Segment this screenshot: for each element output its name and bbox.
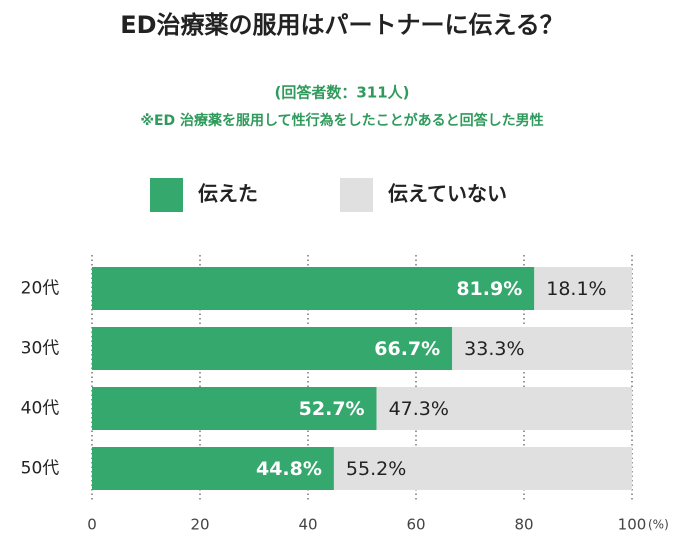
legend-label: 伝えた bbox=[198, 182, 258, 206]
legend-swatch bbox=[150, 178, 183, 212]
chart-note: ※ED 治療薬を服用して性行為をしたことがあると回答した男性 bbox=[140, 112, 543, 129]
value-label: 55.2% bbox=[346, 458, 406, 480]
x-tick-label: 60 bbox=[406, 516, 425, 534]
value-label: 81.9% bbox=[456, 278, 522, 300]
value-label: 52.7% bbox=[299, 398, 365, 420]
legend-label: 伝えていない bbox=[388, 182, 507, 206]
value-label: 18.1% bbox=[546, 278, 606, 300]
legend-swatch bbox=[340, 178, 373, 212]
chart-title: ED治療薬の服用はパートナーに伝える？ bbox=[120, 11, 564, 39]
x-tick-label: 40 bbox=[298, 516, 317, 534]
value-label: 47.3% bbox=[389, 398, 449, 420]
x-axis-label: (%) bbox=[648, 518, 669, 532]
bar-segment bbox=[376, 387, 632, 430]
value-label: 66.7% bbox=[374, 338, 440, 360]
bar-segment bbox=[92, 387, 377, 430]
y-tick-label: 30代 bbox=[21, 339, 60, 359]
chart-subtitle: (回答者数：311人) bbox=[274, 84, 409, 102]
value-label: 44.8% bbox=[256, 458, 322, 480]
bar-segment bbox=[92, 327, 453, 370]
x-tick-label: 20 bbox=[190, 516, 209, 534]
y-tick-label: 20代 bbox=[21, 279, 60, 299]
bar-segment bbox=[92, 447, 334, 490]
bar-segment bbox=[452, 327, 632, 370]
x-tick-label: 100 bbox=[618, 516, 647, 534]
value-label: 33.3% bbox=[464, 338, 524, 360]
bar-segment bbox=[92, 267, 535, 310]
bar-segment bbox=[333, 447, 632, 490]
bar-segment bbox=[534, 267, 632, 310]
y-tick-label: 50代 bbox=[21, 459, 60, 479]
y-tick-label: 40代 bbox=[21, 399, 60, 419]
x-tick-label: 0 bbox=[87, 516, 97, 534]
x-tick-label: 80 bbox=[514, 516, 533, 534]
